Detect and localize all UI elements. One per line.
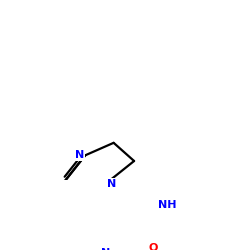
Text: NH: NH bbox=[158, 200, 176, 210]
Text: N: N bbox=[106, 179, 116, 189]
Text: O: O bbox=[149, 244, 158, 250]
Text: N: N bbox=[101, 248, 110, 250]
Text: N: N bbox=[75, 150, 85, 160]
